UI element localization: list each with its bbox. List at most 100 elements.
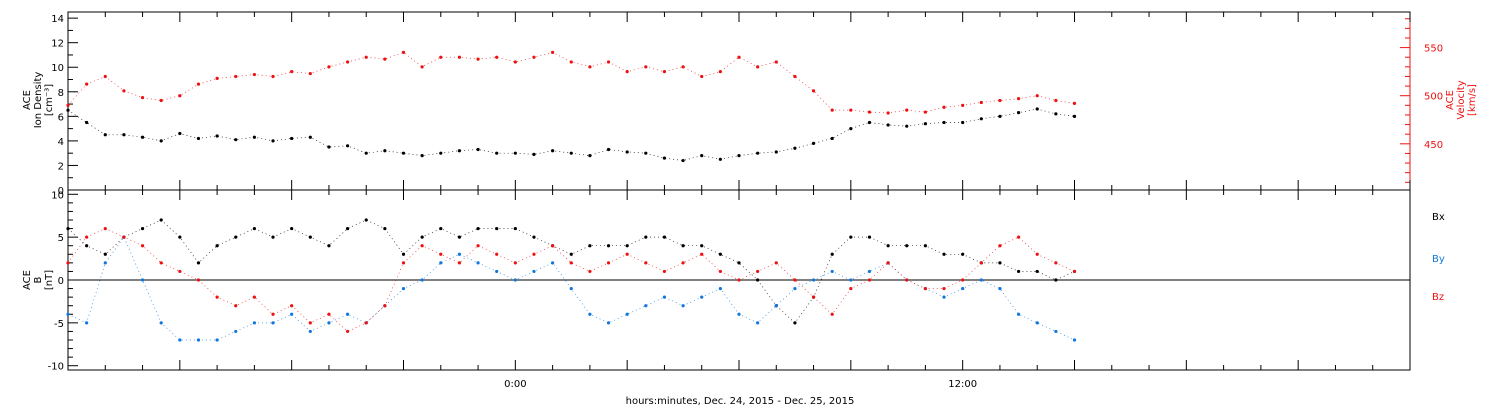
velocity-point: [923, 110, 927, 114]
By-point: [849, 278, 853, 282]
Bx-point: [513, 226, 517, 231]
density-point: [345, 144, 350, 148]
density-point: [364, 151, 368, 155]
Bz-point: [1072, 269, 1077, 274]
density-point: [979, 117, 983, 121]
Bx-point: [756, 278, 760, 282]
Bx-point: [476, 226, 480, 231]
By-point: [551, 261, 555, 265]
Bz-point: [439, 252, 443, 256]
velocity-point: [811, 89, 816, 93]
time-tick-label: 12:00: [948, 379, 977, 390]
Bx-point: [103, 252, 107, 256]
time-tick-label: 0:00: [504, 379, 526, 390]
By-point: [793, 286, 797, 291]
density-point: [662, 156, 667, 160]
velocity-point: [886, 111, 890, 115]
By-point: [867, 269, 872, 274]
Bz-point: [681, 261, 685, 265]
density-axis-ticks: 0 2 4 6 8 10 12 14: [51, 14, 78, 197]
Bx-point: [66, 226, 70, 231]
By-point: [588, 312, 592, 316]
density-point: [644, 151, 648, 155]
density-tick-label: 0: [58, 186, 64, 197]
Bx-point: [364, 218, 368, 222]
Bz-point: [662, 269, 667, 274]
density-point: [401, 151, 406, 155]
By-point: [756, 321, 760, 325]
velocity-point: [942, 105, 946, 109]
density-point: [942, 120, 946, 125]
velocity-point: [1035, 94, 1039, 98]
Bz-point: [476, 244, 480, 248]
Bz-point: [215, 295, 219, 299]
field-legend: Bx By Bz: [1432, 212, 1445, 303]
Bz-point: [811, 295, 816, 299]
density-tick-label: 2: [58, 161, 64, 172]
Bz-point: [308, 321, 312, 325]
velocity-point: [756, 65, 760, 69]
velocity-point: [457, 55, 462, 59]
density-point: [588, 154, 592, 158]
density-point: [476, 147, 480, 152]
By-point: [1035, 321, 1039, 325]
density-point: [1016, 111, 1021, 115]
density-point: [513, 151, 517, 155]
time-axis-label: hours:minutes, Dec. 24, 2015 - Dec. 25, …: [626, 396, 855, 407]
Bz-point: [178, 269, 182, 274]
velocity-point: [513, 60, 517, 64]
density-point: [85, 120, 89, 125]
By-point: [532, 269, 536, 274]
Bz-point: [942, 286, 946, 291]
velocity-axis-ticks: 450 500 550: [1400, 18, 1443, 183]
Bx-point: [495, 226, 499, 231]
By-point: [1072, 338, 1077, 342]
Bz-point: [420, 244, 424, 248]
Bx-point: [867, 235, 872, 239]
velocity-point: [998, 98, 1002, 103]
velocity-point: [1054, 98, 1058, 103]
Bz-trace: [67, 228, 1075, 332]
By-point: [644, 304, 648, 308]
Bx-point: [178, 235, 182, 239]
Bz-point: [793, 278, 797, 282]
By-point: [66, 312, 70, 316]
density-tick-label: 6: [58, 112, 64, 123]
By-point: [345, 312, 350, 316]
density-point: [178, 131, 182, 136]
velocity-point: [308, 71, 312, 76]
Bz-point: [364, 321, 368, 325]
velocity-point: [495, 55, 499, 59]
Bz-point: [606, 261, 611, 265]
velocity-label-line-3: [km/s]: [1467, 84, 1478, 116]
By-point: [979, 278, 983, 282]
density-tick-label: 4: [58, 137, 64, 148]
Bx-point: [662, 235, 667, 239]
velocity-point: [625, 70, 629, 74]
Bx-point: [830, 252, 834, 256]
velocity-point: [569, 60, 573, 64]
field-axis-ticks: -10 -5 0 5 10: [48, 190, 1410, 373]
Bz-point: [551, 244, 555, 248]
density-point: [532, 152, 536, 156]
density-point: [867, 120, 872, 125]
velocity-point: [178, 94, 182, 98]
density-point: [886, 123, 890, 127]
velocity-point: [905, 108, 909, 112]
Bz-point: [495, 252, 499, 256]
field-tick-label: 0: [58, 276, 64, 287]
density-label-line-1: ACE: [22, 90, 33, 110]
density-tick-label: 10: [51, 63, 64, 74]
density-point: [849, 127, 853, 131]
By-point: [606, 321, 611, 325]
Bz-point: [569, 261, 573, 265]
Bx-point: [718, 252, 722, 256]
Bx-point: [998, 261, 1002, 265]
velocity-point: [271, 74, 275, 79]
Bx-point: [737, 261, 741, 265]
Bz-point: [979, 261, 983, 265]
density-point: [737, 154, 741, 158]
field-data-points: [66, 218, 1077, 342]
legend-bx: Bx: [1432, 212, 1445, 223]
